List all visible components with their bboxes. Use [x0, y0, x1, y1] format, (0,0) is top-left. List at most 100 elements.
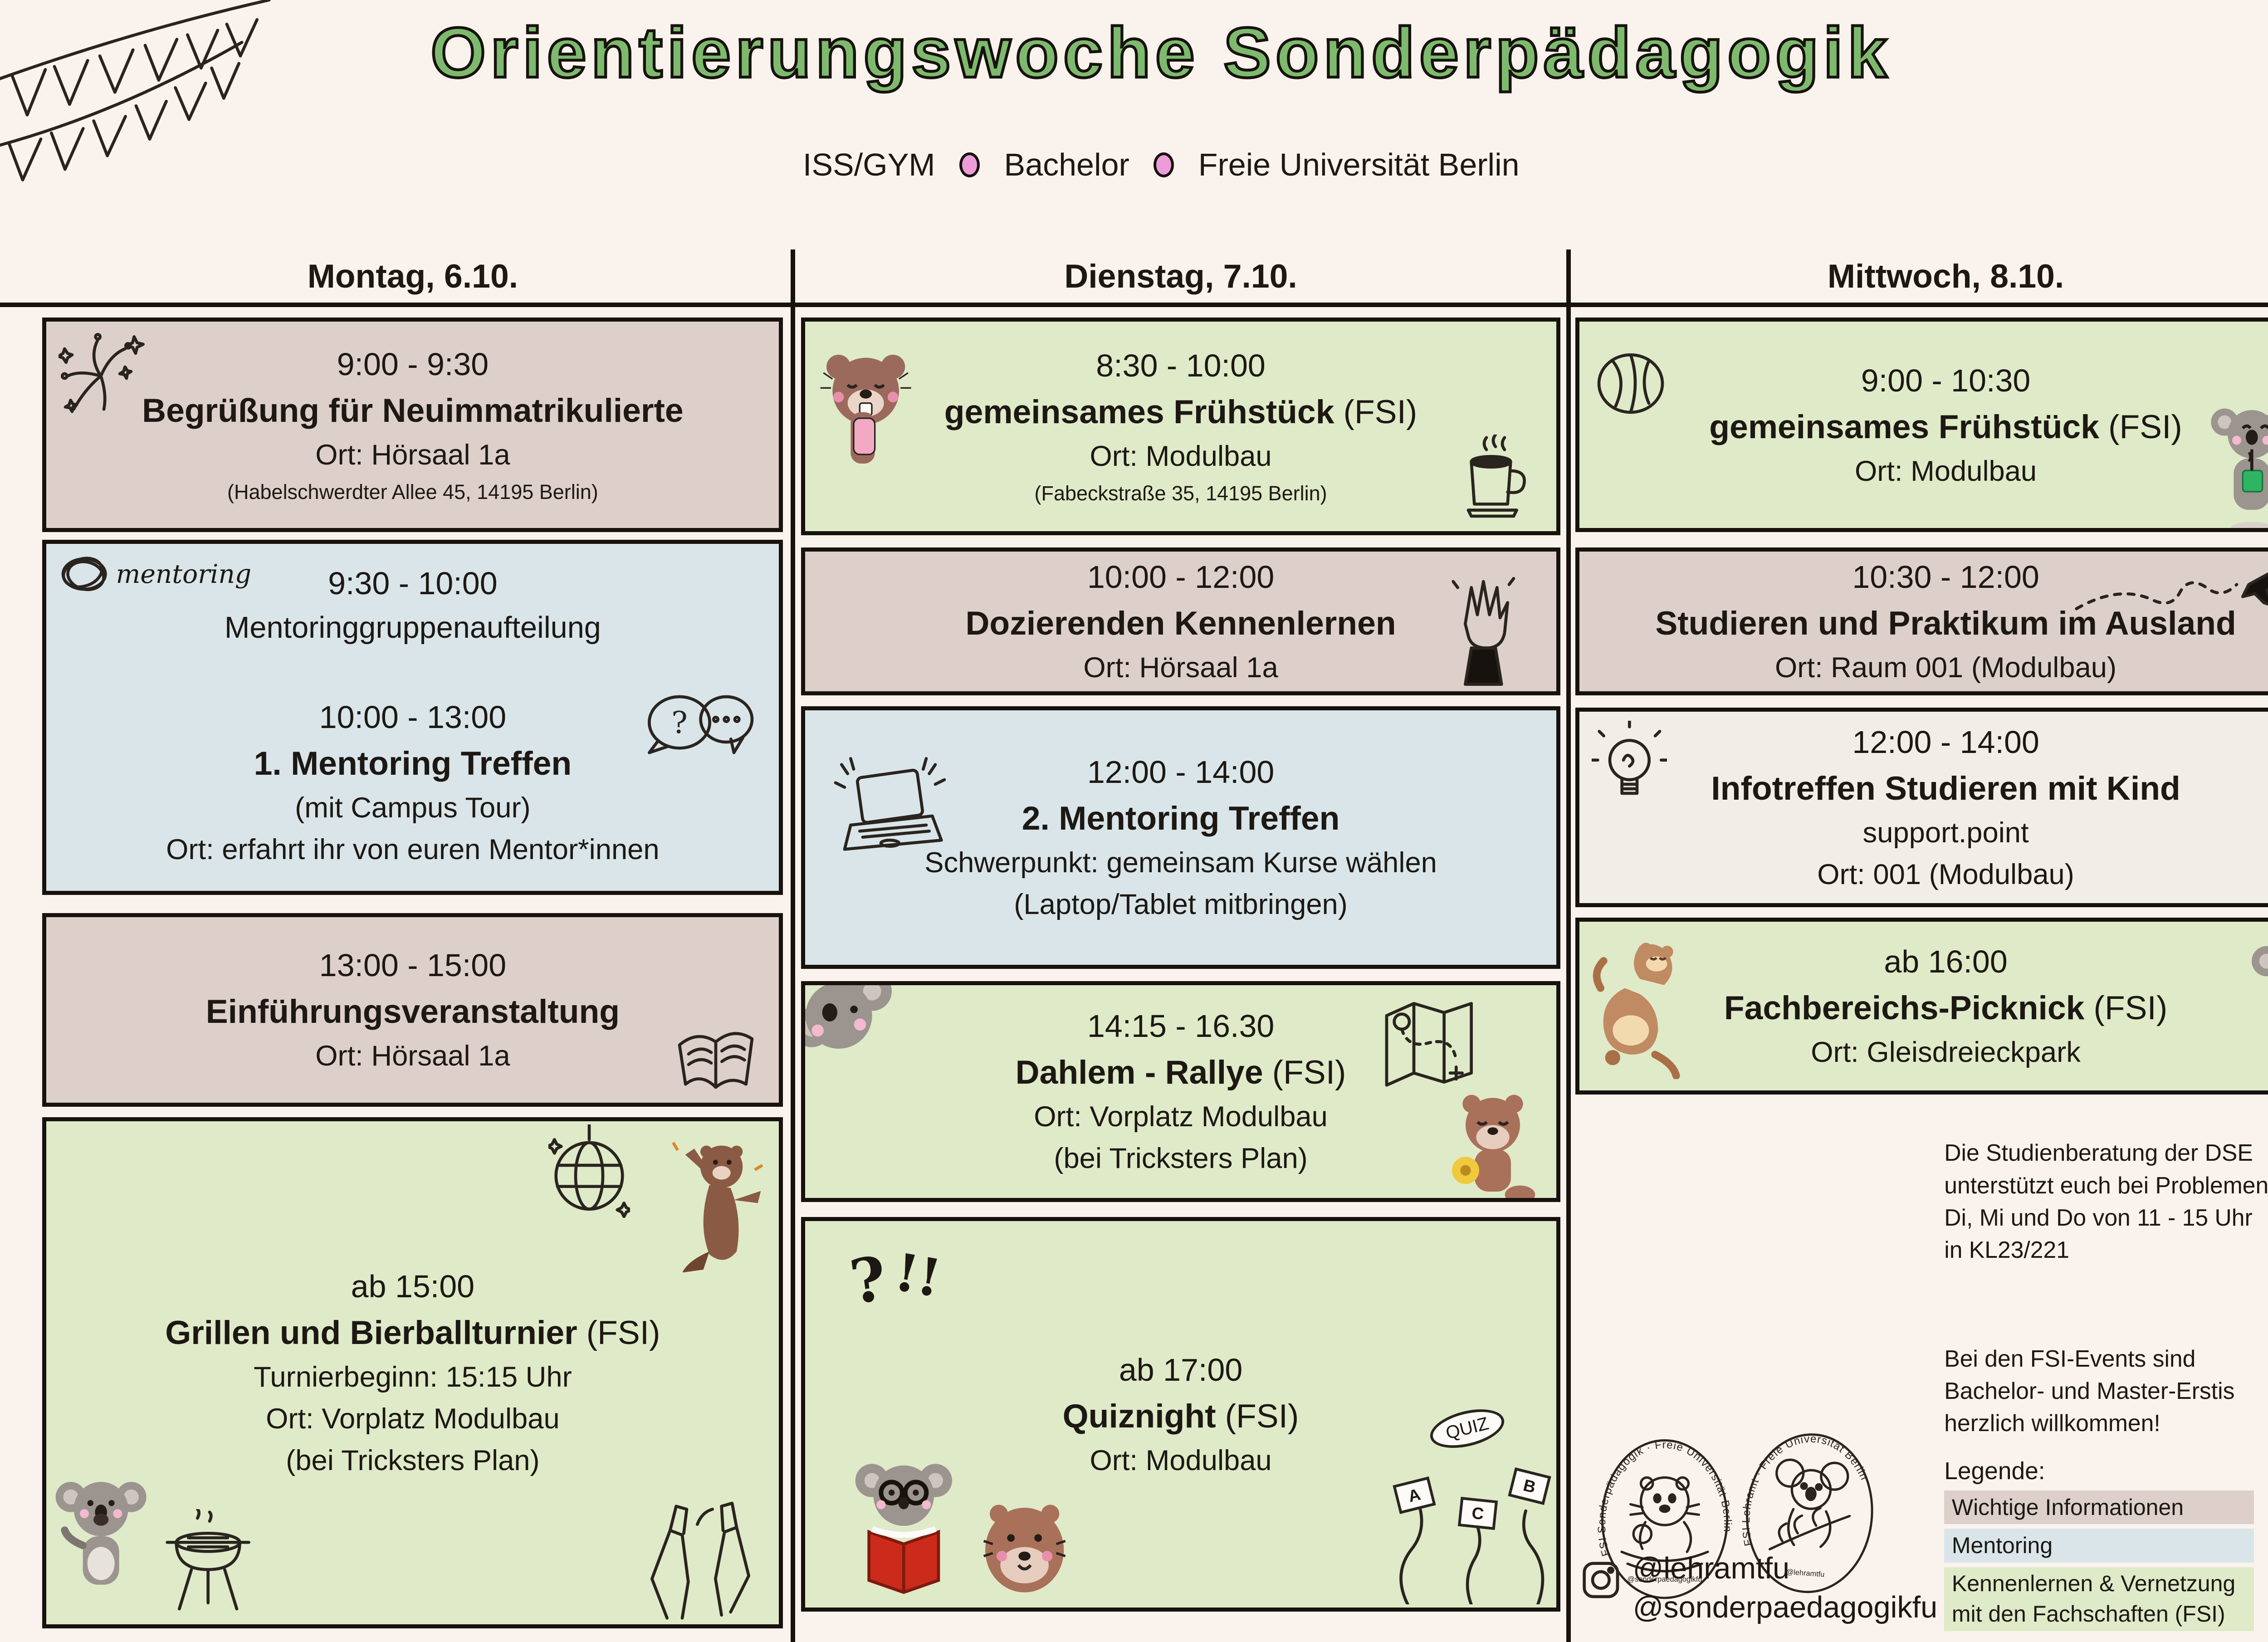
subtitle: ISS/GYM Bachelor Freie Universität Berli… — [0, 147, 2268, 183]
event-time: ab 16:00 — [1884, 944, 2008, 980]
event-title-text: gemeinsames Frühstück — [1709, 408, 2099, 445]
legend-item-wichtige-informationen: Wichtige Informationen — [1944, 1491, 2254, 1525]
instagram-handle-sonderpaedagogik: @sonderpaedagogikfu — [1633, 1591, 1938, 1625]
coffee-mug-icon — [1467, 434, 1526, 518]
event-title-suffix: (FSI) — [1225, 1398, 1299, 1435]
fsi-sonderpaedagogik-stamp: FSI Sonderpädagogik · Freie Universität … — [1597, 1439, 1733, 1599]
otter-flower-icon — [1452, 1095, 1535, 1198]
event-title: Fachbereichs-Picknick (FSI) — [1724, 989, 2167, 1027]
day-header-mittwoch: Mittwoch, 8.10. — [1827, 257, 2064, 295]
event-time-2: 10:00 - 13:00 — [319, 699, 507, 735]
scribble-circle-icon — [61, 557, 107, 591]
event-title: gemeinsames Frühstück (FSI) — [944, 393, 1418, 431]
column-divider — [1566, 249, 1571, 1642]
event-location: Ort: Hörsaal 1a — [315, 1040, 510, 1072]
event-title-suffix: (FSI) — [2093, 989, 2168, 1027]
event-detail: Turnierbeginn: 15:15 Uhr — [254, 1361, 572, 1393]
event-note: (Laptop/Tablet mitbringen) — [1014, 889, 1348, 921]
event-time: ab 15:00 — [351, 1269, 475, 1305]
event-title: gemeinsames Frühstück (FSI) — [1709, 408, 2182, 446]
event-title-suffix: (FSI) — [1272, 1054, 1346, 1091]
event-title-text: gemeinsames Frühstück — [944, 393, 1334, 430]
question-exclamation-icon: ? !! — [846, 1242, 945, 1318]
svg-text:FSI Lehramt · Freie Universitä: FSI Lehramt · Freie Universität Berlin — [1738, 1428, 1873, 1555]
event-note: (bei Tricksters Plan) — [1054, 1143, 1308, 1175]
event-title: Quiznight (FSI) — [1063, 1397, 1299, 1435]
event-time: 12:00 - 14:00 — [1087, 754, 1275, 790]
event-mentoring-day1: mentoring ? 9:30 - 10:00 Mentoringgruppe… — [42, 539, 783, 895]
airplane-icon — [2074, 572, 2268, 611]
event-fruehstueck-dienstag: 8:30 - 10:00 gemeinsames Frühstück (FSI) … — [801, 317, 1560, 535]
event-title: Einführungsveranstaltung — [205, 993, 620, 1031]
event-time: 9:30 - 10:00 — [328, 565, 498, 601]
event-grillen-bierball: ab 15:00 Grillen und Bierballturnier (FSI… — [42, 1117, 783, 1628]
event-fruehstueck-mittwoch: 9:00 - 10:30 gemeinsames Frühstück (FSI) … — [1575, 317, 2268, 533]
page-title: Orientierungswoche Sonderpädagogik — [429, 11, 1892, 93]
event-title-2: 1. Mentoring Treffen — [254, 745, 572, 782]
question-glyph: ? — [846, 1243, 891, 1319]
quiz-hands-strokes — [1399, 1506, 1545, 1605]
event-note: (Fabeckstraße 35, 14195 Berlin) — [1034, 481, 1327, 505]
event-location: Ort: Raum 001 (Modulbau) — [1775, 651, 2117, 684]
map-icon — [1385, 1002, 1473, 1087]
event-title-text: Dahlem - Rallye — [1015, 1054, 1263, 1091]
stamp-handle: @lehramtfu — [1786, 1568, 1825, 1578]
event-studieren-mit-kind: 12:00 - 14:00 Infotreffen Studieren mit … — [1575, 707, 2268, 907]
event-ausland: 10:30 - 12:00 Studieren und Praktikum im… — [1575, 547, 2268, 696]
event-title-text: Grillen und Bierballturnier — [165, 1314, 577, 1352]
day-header-montag: Montag, 6.10. — [307, 257, 518, 295]
event-location: Ort: Hörsaal 1a — [315, 439, 510, 471]
advising-info: Die Studienberatung der DSE unterstützt … — [1944, 1139, 2268, 1263]
open-book-icon — [678, 1032, 753, 1089]
bunting-icon — [0, 0, 271, 181]
quiz-hands-icon: QUIZ A C B — [1387, 1402, 1551, 1605]
lightbulb-icon — [1591, 720, 1667, 795]
event-picknick: ab 16:00 Fachbereichs-Picknick (FSI) Ort:… — [1575, 918, 2268, 1095]
speech-bubbles-icon: ? — [647, 695, 753, 754]
otter-stamp-drawing — [1620, 1476, 1709, 1573]
event-time: 10:00 - 12:00 — [1087, 559, 1275, 595]
event-time: ab 17:00 — [1119, 1352, 1243, 1388]
stamp-arc-text: FSI Lehramt · Freie Universität Berlin — [1738, 1428, 1873, 1555]
event-location-2: Ort: erfahrt ihr von euren Mentor*innen — [166, 834, 660, 866]
otters-cuddle-icon — [1593, 943, 1680, 1079]
event-location: Ort: Modulbau — [1090, 1445, 1272, 1476]
event-title-suffix: (FSI) — [586, 1314, 660, 1352]
event-title-text: Fachbereichs-Picknick — [1724, 989, 2085, 1027]
header-divider — [0, 302, 2268, 307]
koala-drinking-icon — [2210, 408, 2268, 528]
event-activity: Mentoringgruppenaufteilung — [224, 611, 601, 645]
event-begruessung: 9:00 - 9:30 Begrüßung für Neuimmatrikuli… — [42, 317, 783, 533]
dancing-otter-icon — [672, 1142, 763, 1273]
stamp-arc-text: FSI Sonderpädagogik · Freie Universität … — [1597, 1439, 1733, 1558]
subtitle-university: Freie Universität Berlin — [1198, 147, 1520, 183]
beaver-drinking-icon — [820, 355, 911, 464]
fsi-welcome-info: Bei den FSI-Events sind Bachelor- und Ma… — [1944, 1345, 2235, 1437]
koala-cheer-icon — [55, 1482, 147, 1585]
event-detail: Schwerpunkt: gemeinsam Kurse wählen — [924, 847, 1437, 879]
event-einfuehrung: 13:00 - 15:00 Einführungsveranstaltung O… — [42, 913, 783, 1107]
exclamation-glyph: !! — [890, 1241, 945, 1310]
event-time: 12:00 - 14:00 — [1852, 724, 2039, 760]
event-time: 9:00 - 9:30 — [337, 346, 489, 382]
question-mark-glyph: ? — [671, 704, 688, 740]
legend: Wichtige Informationen Mentoring Kennenl… — [1944, 1491, 2254, 1636]
event-title: 2. Mentoring Treffen — [1022, 800, 1340, 837]
event-note: (Habelschwerdter Allee 45, 14195 Berlin) — [227, 480, 598, 503]
waving-hand-icon — [1452, 577, 1515, 686]
koala-peek-icon — [805, 985, 892, 1049]
dot-icon — [1154, 152, 1174, 177]
koala-stamp-drawing — [1768, 1458, 1851, 1551]
dot-icon — [959, 152, 980, 177]
toast-bottles-icon — [650, 1501, 751, 1620]
legend-item-mentoring: Mentoring — [1944, 1529, 2254, 1563]
koala-edge-icon — [2251, 946, 2268, 977]
event-location: Ort: Vorplatz Modulbau — [266, 1403, 560, 1435]
fireworks-icon — [58, 332, 145, 413]
event-time: 9:00 - 10:30 — [1861, 362, 2031, 398]
disco-ball-icon — [548, 1124, 630, 1218]
column-divider — [791, 249, 796, 1642]
event-dahlem-rallye: 14:15 - 16.30 Dahlem - Rallye (FSI) Ort: … — [801, 981, 1560, 1202]
event-quiznight: ? !! — [801, 1217, 1560, 1612]
fsi-lehramt-stamp: FSI Lehramt · Freie Universität Berlin @… — [1738, 1428, 1873, 1593]
